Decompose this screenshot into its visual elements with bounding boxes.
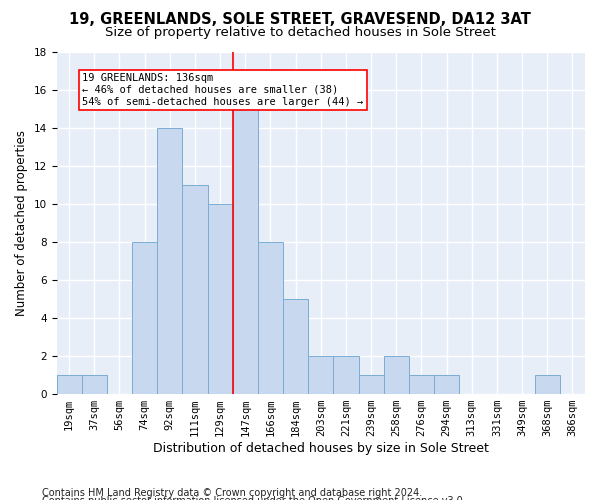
Bar [258, 242, 283, 394]
Text: Size of property relative to detached houses in Sole Street: Size of property relative to detached ho… [104, 26, 496, 39]
Bar [434, 375, 459, 394]
Bar [132, 242, 157, 394]
Text: Contains HM Land Registry data © Crown copyright and database right 2024.: Contains HM Land Registry data © Crown c… [42, 488, 422, 498]
Bar [283, 299, 308, 394]
Bar [233, 108, 258, 394]
Bar [56, 375, 82, 394]
Bar [157, 128, 182, 394]
Bar [308, 356, 334, 394]
Bar [208, 204, 233, 394]
Bar [82, 375, 107, 394]
Bar [359, 375, 383, 394]
Text: Contains public sector information licensed under the Open Government Licence v3: Contains public sector information licen… [42, 496, 466, 500]
Bar [334, 356, 359, 394]
Bar [182, 184, 208, 394]
Bar [409, 375, 434, 394]
Y-axis label: Number of detached properties: Number of detached properties [15, 130, 28, 316]
Text: 19 GREENLANDS: 136sqm
← 46% of detached houses are smaller (38)
54% of semi-deta: 19 GREENLANDS: 136sqm ← 46% of detached … [82, 74, 364, 106]
Bar [535, 375, 560, 394]
Bar [383, 356, 409, 394]
Text: 19, GREENLANDS, SOLE STREET, GRAVESEND, DA12 3AT: 19, GREENLANDS, SOLE STREET, GRAVESEND, … [69, 12, 531, 28]
X-axis label: Distribution of detached houses by size in Sole Street: Distribution of detached houses by size … [153, 442, 489, 455]
